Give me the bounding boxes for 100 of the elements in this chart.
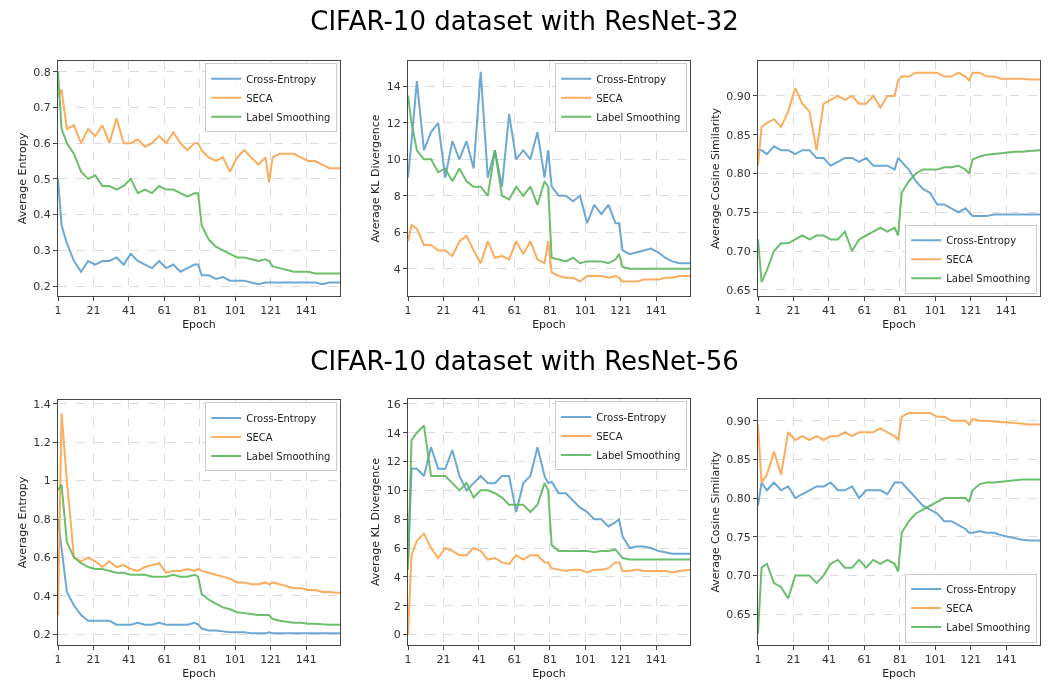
chart-title: CIFAR-10 dataset with ResNet-32	[309, 6, 740, 36]
x-tick-label: 1	[754, 653, 762, 667]
y-tick-label: 0.90	[726, 89, 751, 103]
x-axis-title: Epoch	[182, 318, 216, 332]
y-tick-label: 1.2	[33, 436, 51, 450]
line-series	[758, 481, 1040, 542]
line-series	[408, 532, 690, 636]
legend-label: Cross-Entropy	[246, 73, 317, 85]
x-tick-label: 21	[436, 304, 451, 318]
line-series	[758, 411, 1040, 484]
x-tick-label: 81	[542, 653, 557, 667]
x-tick-label: 101	[924, 304, 946, 318]
x-tick-label: 121	[260, 653, 282, 667]
legend-label: Cross-Entropy	[946, 235, 1017, 247]
y-tick-label: 0.70	[726, 569, 751, 583]
y-tick-label: 0.80	[726, 491, 751, 505]
y-tick-label: 0.2	[33, 279, 51, 293]
y-tick-label: 14	[386, 80, 401, 94]
y-tick-label: 0.8	[33, 65, 51, 79]
x-tick-label: 141	[995, 304, 1017, 318]
x-tick-label: 61	[507, 304, 522, 318]
y-tick-label: 0.4	[33, 589, 51, 603]
y-tick-label: 16	[386, 397, 401, 411]
x-tick-label: 61	[857, 653, 872, 667]
x-tick-label: 21	[436, 653, 451, 667]
x-tick-label: 141	[295, 304, 317, 318]
x-tick-label: 81	[892, 653, 907, 667]
y-tick-label: 0.5	[33, 172, 51, 186]
y-tick-label: 4	[393, 570, 401, 584]
x-tick-label: 21	[86, 653, 101, 667]
x-tick-label: 121	[960, 653, 982, 667]
line-series	[408, 223, 690, 283]
x-tick-label: 101	[224, 653, 246, 667]
x-axis-title: Epoch	[882, 667, 916, 681]
x-tick-label: 61	[857, 304, 872, 318]
legend-label: Label Smoothing	[946, 621, 1031, 633]
x-axis-title: Epoch	[532, 318, 566, 332]
y-tick-label: 0.70	[726, 244, 751, 258]
line-series	[58, 483, 340, 626]
line-series	[58, 518, 340, 635]
legend-label: SECA	[946, 254, 973, 266]
y-tick-label: 12	[386, 455, 401, 469]
y-tick-label: 6	[393, 541, 401, 555]
y-tick-label: 14	[386, 426, 401, 440]
y-axis-title: Average Cosine Similarity	[708, 107, 722, 250]
x-tick-label: 41	[821, 653, 836, 667]
y-tick-label: 0.2	[33, 628, 51, 642]
x-tick-label: 81	[192, 653, 207, 667]
x-axis-title: Epoch	[182, 667, 216, 681]
legend-label: SECA	[596, 92, 623, 104]
x-tick-label: 141	[645, 304, 667, 318]
legend-label: Cross-Entropy	[596, 411, 667, 423]
legend-label: Cross-Entropy	[946, 583, 1017, 595]
legend-label: Label Smoothing	[596, 449, 681, 461]
y-tick-label: 4	[393, 262, 401, 276]
y-tick-label: 10	[386, 484, 401, 498]
x-axis-title: Epoch	[532, 667, 566, 681]
x-tick-label: 141	[995, 653, 1017, 667]
y-tick-label: 0.85	[726, 128, 751, 142]
legend-label: Label Smoothing	[596, 111, 681, 123]
x-tick-label: 1	[404, 304, 412, 318]
y-tick-label: 8	[393, 513, 401, 527]
line-series	[758, 71, 1040, 167]
y-tick-label: 0.90	[726, 414, 751, 428]
y-tick-label: 0.7	[33, 101, 51, 115]
y-tick-label: 0.65	[726, 283, 751, 297]
x-tick-label: 81	[892, 304, 907, 318]
y-tick-label: 0.3	[33, 244, 51, 258]
line-series	[758, 149, 1040, 284]
x-tick-label: 81	[192, 304, 207, 318]
legend-label: SECA	[246, 92, 273, 104]
y-tick-label: 0.4	[33, 208, 51, 222]
chart-title: CIFAR-10 dataset with ResNet-56	[309, 346, 740, 376]
y-tick-label: 1	[43, 474, 51, 488]
y-tick-label: 0.75	[726, 206, 751, 220]
x-axis-title: Epoch	[882, 318, 916, 332]
x-tick-label: 101	[574, 653, 596, 667]
y-tick-label: 0	[393, 628, 401, 642]
x-tick-label: 41	[471, 304, 486, 318]
y-tick-label: 0.6	[33, 551, 51, 565]
x-tick-label: 21	[786, 304, 801, 318]
y-axis-title: Average KL Divergence	[369, 114, 383, 243]
x-tick-label: 1	[754, 304, 762, 318]
x-tick-label: 1	[54, 653, 62, 667]
x-tick-label: 81	[542, 304, 557, 318]
y-tick-label: 0.75	[726, 530, 751, 544]
x-tick-label: 101	[574, 304, 596, 318]
legend-label: Label Smoothing	[246, 111, 331, 123]
y-tick-label: 0.65	[726, 607, 751, 621]
line-series	[58, 412, 340, 617]
y-tick-label: 2	[393, 599, 401, 613]
legend-label: Cross-Entropy	[246, 412, 317, 424]
line-series	[758, 478, 1040, 635]
x-tick-label: 121	[610, 653, 632, 667]
legend-label: Label Smoothing	[246, 450, 331, 462]
legend-label: SECA	[596, 430, 623, 442]
legend-label: Cross-Entropy	[596, 73, 667, 85]
x-tick-label: 141	[645, 653, 667, 667]
y-axis-title: Average KL Divergence	[369, 457, 383, 587]
y-axis-title: Average Cosine Similarity	[708, 450, 722, 593]
